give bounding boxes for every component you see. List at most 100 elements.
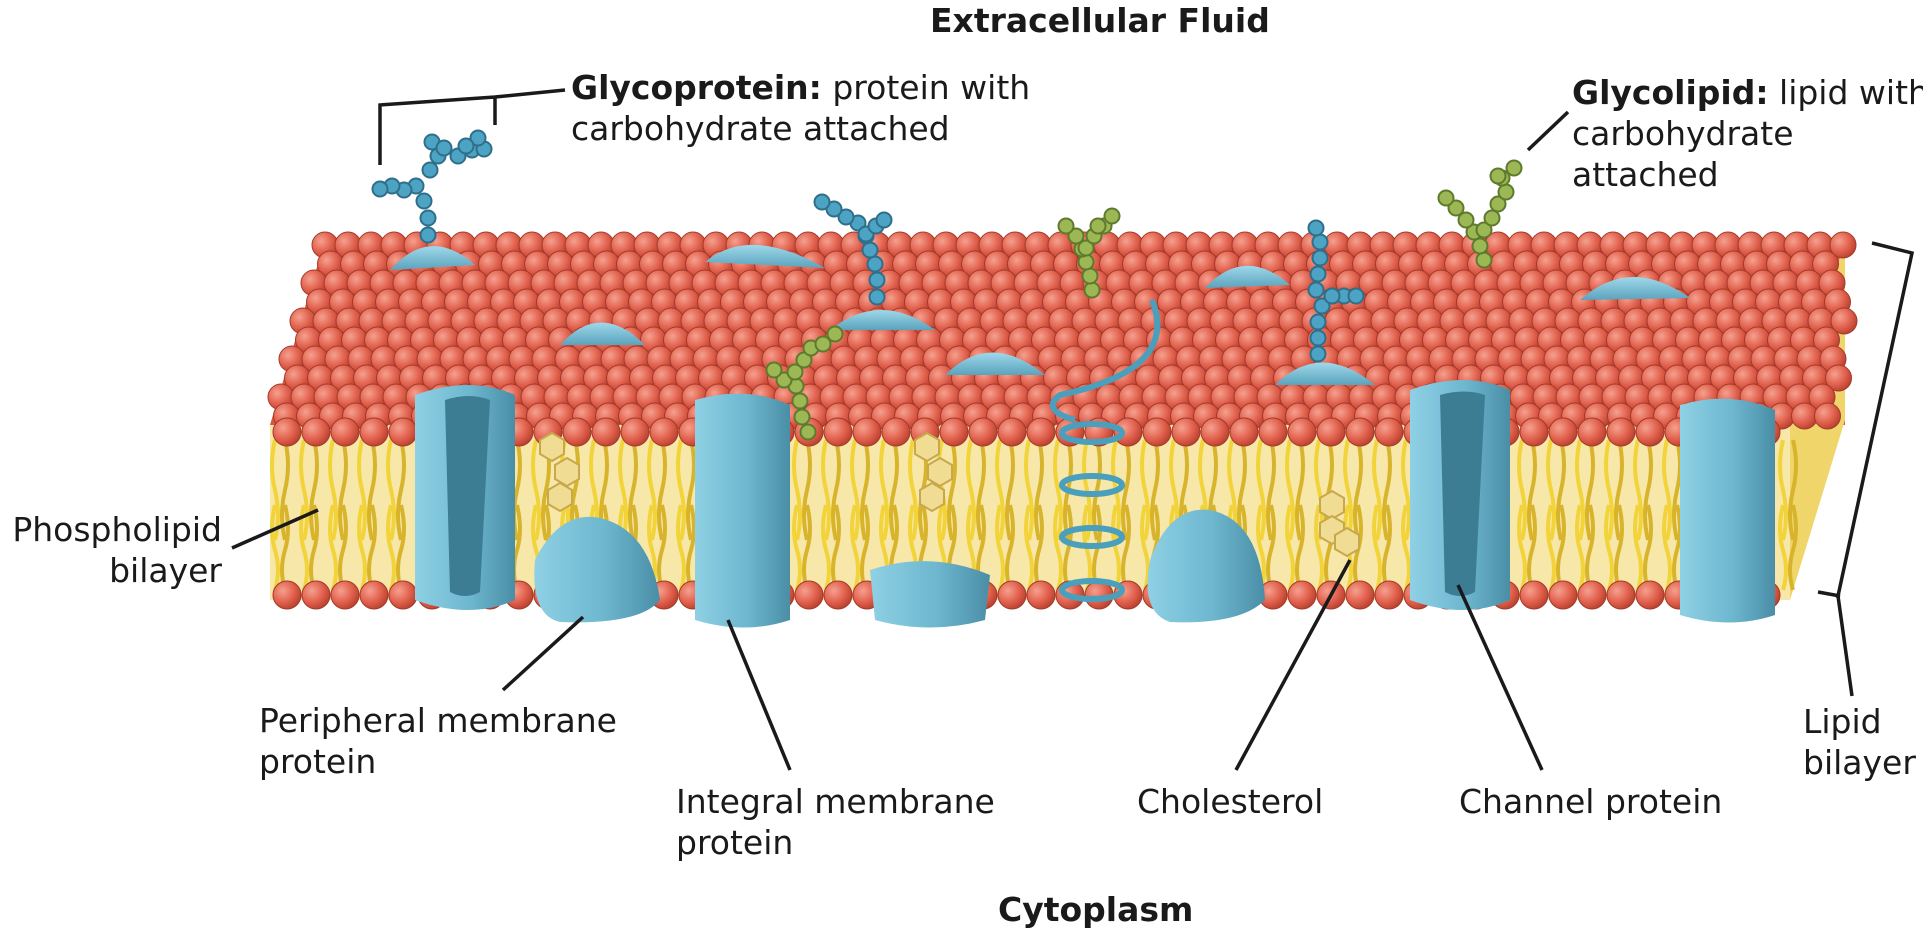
glycolipid-desc-line1: lipid with xyxy=(1768,73,1923,112)
lipid-bilayer-line1: Lipid xyxy=(1803,702,1882,741)
cholesterol-label: Cholesterol xyxy=(1137,782,1324,821)
phospholipid-head-front xyxy=(1548,417,1578,447)
phospholipid-head-front xyxy=(388,417,418,447)
phospholipid-tail xyxy=(1314,504,1324,591)
glycoprotein-desc-line2: carbohydrate attached xyxy=(571,109,950,148)
phospholipid-tail xyxy=(1546,439,1556,541)
integral-protein-line1: Integral membrane xyxy=(676,782,995,821)
phospholipid-head-front xyxy=(939,417,969,447)
cholesterol-left xyxy=(539,431,580,513)
phospholipid-tail xyxy=(309,504,319,591)
channel-protein-label: Channel protein xyxy=(1459,782,1723,821)
phospholipid-tail xyxy=(328,439,338,541)
phospholipid-tail xyxy=(1517,439,1527,541)
phospholipid-head-front xyxy=(1345,580,1375,610)
phospholipid-tail xyxy=(1643,504,1653,591)
phospholipid-head-front xyxy=(301,417,331,447)
phospholipid-head-top xyxy=(1825,364,1852,392)
phospholipid-tail xyxy=(889,439,899,541)
phospholipid-tail xyxy=(628,439,638,541)
cytoplasm-heading: Cytoplasm xyxy=(998,890,1194,929)
phospholipid-tail xyxy=(995,439,1005,541)
phospholipid-tail xyxy=(1556,504,1566,591)
phospholipid-tail xyxy=(966,439,976,541)
peripheral-protein-left xyxy=(534,516,660,623)
phospholipid-head-front xyxy=(272,580,302,610)
top-protein-4 xyxy=(830,310,935,330)
phospholipid-head-front xyxy=(1519,580,1549,610)
phospholipid-tail xyxy=(1382,504,1392,591)
top-protein-1 xyxy=(390,246,475,270)
phospholipid-tail xyxy=(1662,439,1672,541)
phospholipid-head-front xyxy=(1606,580,1636,610)
phospholipid-tail xyxy=(1401,439,1411,541)
phospholipid-tail xyxy=(1024,439,1034,541)
top-protein-8 xyxy=(1580,276,1690,300)
phospholipid-tail xyxy=(947,439,957,541)
phospholipid-head-front xyxy=(1374,580,1404,610)
phospholipid-tail xyxy=(357,439,367,541)
carbohydrate-chain xyxy=(765,325,844,441)
phospholipid-tail xyxy=(1382,439,1392,541)
cholesterol-leader xyxy=(1234,559,1352,771)
phospholipid-bilayer-line1: Phospholipid xyxy=(12,510,222,549)
integral-protein-line2: protein xyxy=(676,823,794,862)
phospholipid-tail xyxy=(386,439,396,541)
phospholipid-head-front xyxy=(1577,417,1607,447)
phospholipid-head-front xyxy=(359,580,389,610)
membrane-proteins xyxy=(390,244,1775,628)
phospholipid-head-front xyxy=(330,417,360,447)
phospholipid-tail xyxy=(995,504,1005,591)
glycoprotein-label: Glycoprotein: protein with carbohydrate … xyxy=(571,67,1030,149)
phospholipid-tail xyxy=(367,439,377,541)
phospholipid-head-top xyxy=(1791,402,1818,430)
phospholipid-tail xyxy=(1343,439,1353,541)
peripheral-protein-label: Peripheral membrane protein xyxy=(259,700,617,782)
carbohydrate-chain xyxy=(813,193,893,306)
phospholipid-head-front xyxy=(852,417,882,447)
phospholipid-head-front xyxy=(1171,417,1201,447)
phospholipid-tail xyxy=(1662,504,1672,591)
phospholipid-tail xyxy=(1285,504,1295,591)
cholesterol-right xyxy=(1319,489,1360,558)
phospholipid-tail xyxy=(1778,504,1788,591)
phospholipid-tail xyxy=(270,439,280,541)
phospholipid-tail xyxy=(1372,439,1382,541)
phospholipid-tail xyxy=(1527,439,1537,541)
phospholipid-tail xyxy=(1053,439,1063,541)
phospholipid-head-front xyxy=(1606,417,1636,447)
phospholipid-head-front xyxy=(1026,580,1056,610)
phospholipid-head-front xyxy=(823,580,853,610)
phospholipid-head-front xyxy=(301,580,331,610)
phospholipid-head-front xyxy=(881,417,911,447)
peripheral-leader xyxy=(501,615,585,692)
phospholipid-tail xyxy=(1633,504,1643,591)
top-protein-2 xyxy=(705,244,825,268)
phospholipid-tail xyxy=(792,439,802,541)
phospholipid-head-front xyxy=(1548,580,1578,610)
phospholipid-tail xyxy=(831,439,841,541)
phospholipid-tail xyxy=(1585,504,1595,591)
phospholipid-tail xyxy=(270,504,280,591)
phospholipid-tail xyxy=(1527,504,1537,591)
phospholipid-tail xyxy=(1034,504,1044,591)
glycolipid-desc-line2: carbohydrate xyxy=(1572,114,1794,153)
phospholipid-tail xyxy=(976,439,986,541)
phospholipid-tail xyxy=(1614,504,1624,591)
phospholipid-head-front xyxy=(388,580,418,610)
top-protein-7 xyxy=(1275,362,1375,385)
carbohydrate-chain xyxy=(1057,207,1121,299)
channel-pore-left xyxy=(445,396,490,596)
channel-leader xyxy=(1456,584,1544,771)
glycolipid-label: Glycolipid: lipid with carbohydrate atta… xyxy=(1572,72,1923,195)
top-protein-3 xyxy=(560,322,645,345)
phospholipid-tail xyxy=(1672,504,1682,591)
channel-pore-right xyxy=(1440,391,1485,596)
phospholipid-head-front xyxy=(823,417,853,447)
phospholipid-tail xyxy=(1575,439,1585,541)
phospholipid-tail xyxy=(396,439,406,541)
integral-leader xyxy=(726,619,792,771)
phospholipid-head-front xyxy=(1345,417,1375,447)
phospholipid-head-front xyxy=(1258,417,1288,447)
phospholipid-tail xyxy=(1788,504,1798,591)
